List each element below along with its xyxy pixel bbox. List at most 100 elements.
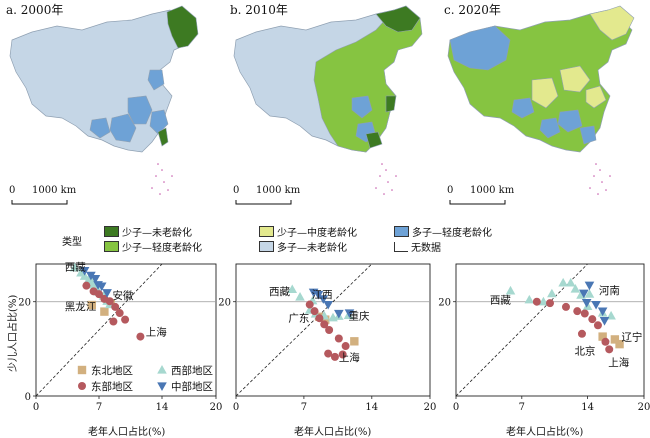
data-point [505,285,516,295]
legend-label: 中部地区 [171,380,213,393]
data-point [593,321,602,330]
data-point [86,271,96,281]
scale-bar [449,200,506,205]
data-point [79,267,90,276]
legend-label: 少子—未老龄化 [122,228,192,239]
data-point [325,326,334,334]
data-point [598,332,607,341]
legend-label: 多子—未老龄化 [277,243,347,254]
series-中部地区 [79,267,112,298]
data-point [320,320,329,329]
data-point [334,309,344,319]
data-point [599,316,610,326]
data-point [295,292,305,301]
data-point [524,294,535,304]
legend-marker [77,365,87,375]
data-point [565,277,576,287]
legend-marker [157,382,167,391]
data-point [315,314,324,323]
data-point [334,334,343,343]
data-point [287,284,298,294]
data-point [330,352,339,361]
data-point [109,317,118,326]
legend-marker [157,365,167,374]
x-tick-label: 20 [638,402,650,413]
legend-label: 少子—轻度老龄化 [122,243,202,254]
data-point [588,315,597,324]
data-point [324,349,333,358]
data-point [532,297,541,306]
y-tick-label: 20 [218,298,231,309]
data-point [136,332,145,341]
china-map-2010 [233,5,423,205]
map-regions [447,5,635,153]
legend-item: 多子—未老龄化 [259,239,347,254]
annotation-label: 黑龙江 [65,300,97,313]
y-axis-label: 少儿人口占比(%) [8,294,19,372]
x-tick-label: 14 [365,402,378,413]
x-tick-label: 0 [453,402,459,413]
annotation-label: 北京 [574,345,595,358]
legend-label: 少子—中度老龄化 [277,228,357,239]
series-中部地区 [579,281,610,326]
legend-label: 无数据 [411,243,441,254]
data-point [87,300,96,310]
annotation-label: 上海 [608,356,629,369]
data-point [90,275,101,284]
plot-frame [455,263,645,397]
south-china-sea-islands [589,163,611,195]
data-point [581,299,592,308]
legend-swatch [104,241,119,252]
x-axis-label: 老年人口占比(%) [506,427,584,438]
x-axis-label: 老年人口占比(%) [88,427,166,438]
y-tick-label: 0 [25,392,31,403]
annotation-label: 上海 [339,351,360,364]
legend-item: 无数据 [394,239,441,254]
map-regions [233,5,423,153]
series-东北地区 [598,332,624,349]
data-point [105,297,114,306]
map-panel-2020: c. 2020年 0 1000 km [440,0,650,215]
china-map-2020 [447,5,635,205]
data-point [580,309,589,318]
data-point [310,307,319,316]
x-tick-label: 14 [581,402,594,413]
data-point [102,289,112,298]
south-china-sea-islands [151,163,173,195]
annotation-label: 安徽 [113,289,134,302]
legend-item: 少子—未老龄化 [104,224,192,239]
x-axis-label: 老年人口占比(%) [294,427,372,438]
map-title: a. 2000年 [6,3,64,17]
data-point [584,289,595,298]
annotation-label: 江西 [312,289,333,301]
scale-distance: 1000 km [32,185,77,196]
legend-label: 西部地区 [171,364,213,377]
data-point [573,307,582,316]
y-tick-label: 20 [438,298,451,309]
annotation-label: 河南 [599,284,620,297]
legend-marker [78,382,86,390]
x-tick-label: 20 [210,402,223,413]
series-东部地区 [82,281,145,341]
x-tick-label: 14 [156,402,169,413]
map-title: c. 2020年 [444,3,501,17]
legend-label: 东北地区 [91,364,133,377]
scale-zero: 0 [447,185,454,196]
data-point [610,335,620,344]
south-china-sea-islands [375,163,397,195]
legend-item: 多子—轻度老龄化 [394,224,492,239]
x-tick-label: 20 [424,402,437,413]
map-panel-2000: a. 2000年 0 1000 km [2,0,212,215]
map-title: b. 2010年 [230,3,288,17]
legend-label: 多子—轻度老龄化 [412,228,492,239]
scale-bar [11,200,68,205]
data-point [538,296,549,306]
data-point [121,315,130,324]
legend-swatch [259,241,274,252]
x-tick-label: 7 [519,402,525,413]
data-point [100,307,109,316]
data-point [579,289,589,299]
data-point [584,281,595,291]
x-tick-label: 7 [301,402,307,413]
legend-swatch [104,226,119,237]
